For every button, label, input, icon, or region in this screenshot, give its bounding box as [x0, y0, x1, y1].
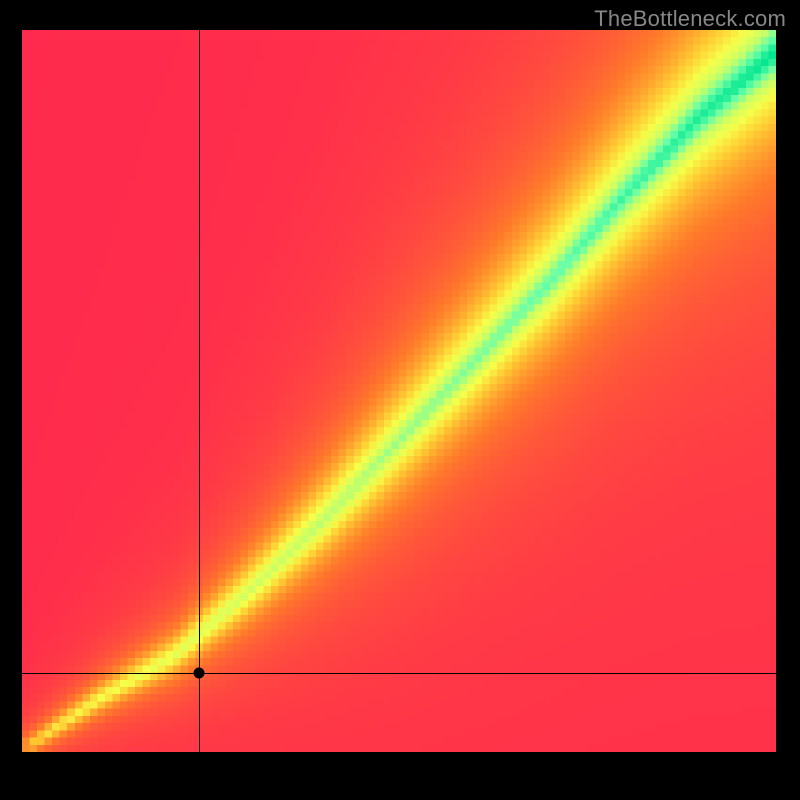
heatmap-canvas: [22, 30, 776, 752]
heatmap-plot: [22, 30, 776, 752]
watermark-text: TheBottleneck.com: [594, 6, 786, 32]
crosshair-horizontal: [22, 673, 776, 674]
marker-dot: [194, 667, 205, 678]
crosshair-vertical: [199, 30, 200, 752]
